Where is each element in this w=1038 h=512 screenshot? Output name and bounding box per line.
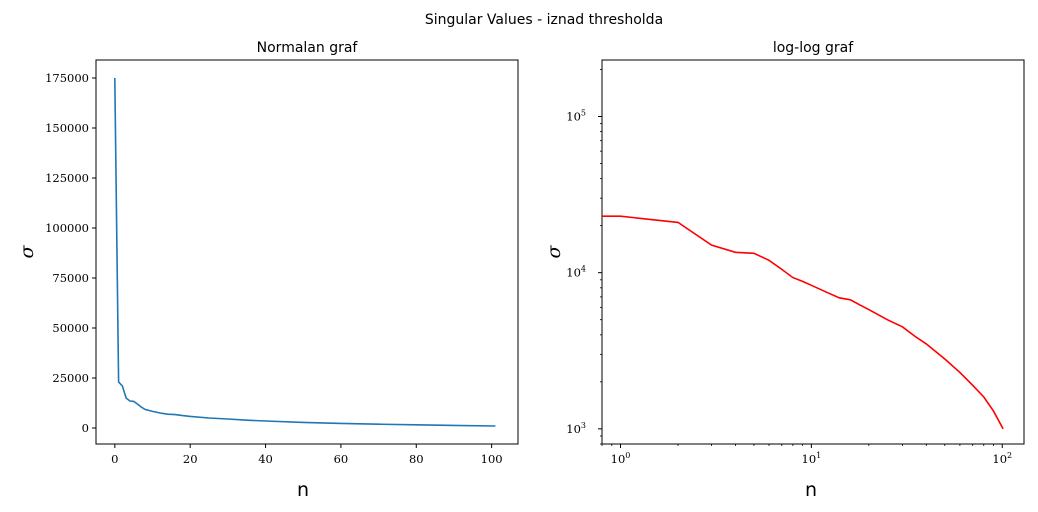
loglog-plot-y-tick-label: 103 xyxy=(566,421,586,436)
normal-plot-x-tick-label: 40 xyxy=(258,452,273,466)
normal-plot-y-tick-label: 25000 xyxy=(52,371,89,385)
loglog-plot-series-line xyxy=(602,215,1004,430)
loglog-plot-series xyxy=(602,215,1004,430)
normal-plot-x-tick-label: 60 xyxy=(334,452,349,466)
loglog-plot-y-tick-label: 104 xyxy=(566,265,586,280)
normal-plot-series xyxy=(114,77,496,427)
normal-plot-title: Normalan graf xyxy=(257,40,359,56)
normal-plot-y-tick-label: 175000 xyxy=(45,71,89,85)
loglog-plot-title: log-log graf xyxy=(773,40,854,56)
loglog-plot-x-tick-label: 101 xyxy=(802,451,822,466)
loglog-plot-xlabel: n xyxy=(805,479,817,501)
normal-plot-panel: Normalan graf n σ 0 20 40 60 80 100 0 25000 5000… xyxy=(16,40,519,501)
normal-plot-y-tick-label: 50000 xyxy=(52,321,89,335)
normal-plot-x-tick-label: 100 xyxy=(481,452,503,466)
loglog-plot-x-tick-label: 100 xyxy=(611,451,631,466)
figure-suptitle: Singular Values - iznad thresholda xyxy=(425,12,663,28)
normal-plot-y-tick-label: 0 xyxy=(82,421,89,435)
loglog-plot-y-tick-exponent: 4 xyxy=(581,265,586,274)
loglog-plot-ylabel: σ xyxy=(543,244,565,258)
normal-plot-y-tick-label: 150000 xyxy=(45,121,89,135)
loglog-plot-axes-frame xyxy=(601,59,1025,445)
normal-plot-y-tick-label: 100000 xyxy=(45,221,89,235)
normal-plot-xlabel: n xyxy=(297,479,309,501)
normal-plot-y-tick-label: 125000 xyxy=(45,171,89,185)
loglog-plot-y-tick-label: 105 xyxy=(566,108,586,123)
normal-plot-x-tick-label: 80 xyxy=(409,452,424,466)
normal-plot-ylabel: σ xyxy=(16,244,38,258)
loglog-plot-y-tick-exponent: 3 xyxy=(581,421,586,430)
loglog-plot-x-tick-label: 102 xyxy=(992,451,1012,466)
loglog-plot-x-tick-exponent: 1 xyxy=(816,451,821,460)
normal-plot-axes-frame xyxy=(95,59,519,445)
loglog-plot-x-tick-exponent: 0 xyxy=(625,451,630,460)
normal-plot-x-tick-label: 0 xyxy=(111,452,118,466)
loglog-plot-y-tick-exponent: 5 xyxy=(581,108,586,117)
loglog-plot-x-tick-exponent: 2 xyxy=(1007,451,1012,460)
normal-plot-ticks: 0 20 40 60 80 100 0 25000 50000 75000 100000 125000… xyxy=(45,71,503,466)
normal-plot-y-tick-label: 75000 xyxy=(52,271,89,285)
normal-plot-series-line xyxy=(114,77,496,427)
normal-plot-x-tick-label: 20 xyxy=(183,452,198,466)
